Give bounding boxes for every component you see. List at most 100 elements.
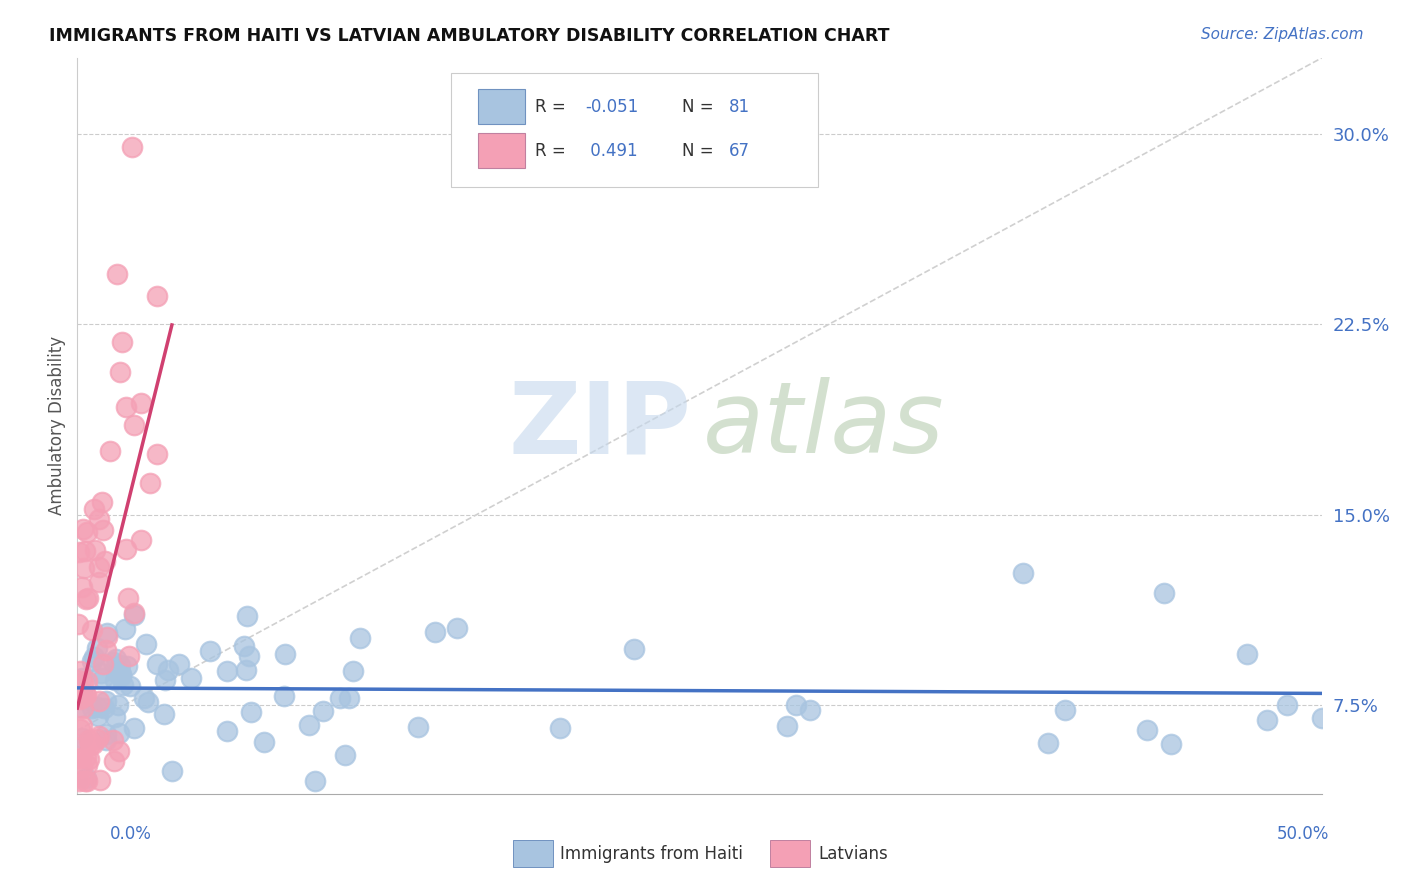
Point [75, 687, 97, 701]
Point [329, 691, 352, 706]
Point [73, 561, 96, 575]
Point [548, 721, 571, 735]
Point [108, 725, 131, 739]
Point [1053, 703, 1076, 717]
Point [135, 637, 157, 651]
Point [118, 648, 141, 663]
Point [120, 679, 142, 693]
Point [160, 764, 183, 778]
Point [86, 731, 108, 746]
Point [112, 678, 135, 692]
Point [69, 774, 91, 789]
Point [180, 671, 202, 685]
Point [80, 654, 103, 668]
Point [96, 626, 118, 640]
Point [70, 685, 93, 699]
Point [132, 690, 155, 705]
Point [776, 719, 799, 733]
Text: 50.0%: 50.0% [1277, 825, 1329, 843]
Text: Source: ZipAtlas.com: Source: ZipAtlas.com [1201, 27, 1364, 42]
Point [129, 533, 152, 548]
Point [94, 554, 117, 568]
FancyBboxPatch shape [450, 72, 818, 186]
Point [72, 690, 94, 705]
Point [121, 140, 143, 154]
Point [110, 657, 132, 672]
Point [298, 718, 321, 732]
Text: 0.491: 0.491 [585, 142, 638, 160]
Point [70, 671, 93, 685]
Point [110, 669, 132, 683]
Point [273, 689, 295, 703]
Point [94, 643, 117, 657]
Point [139, 476, 162, 491]
Point [406, 720, 429, 734]
Text: Immigrants from Haiti: Immigrants from Haiti [560, 845, 742, 863]
Point [103, 655, 125, 669]
Point [77, 732, 100, 747]
Point [75, 688, 97, 702]
Point [87, 708, 110, 723]
Point [75, 750, 97, 764]
Text: -0.051: -0.051 [585, 97, 638, 116]
Point [107, 698, 129, 713]
Point [90, 665, 112, 680]
Point [136, 695, 159, 709]
Point [91, 495, 114, 509]
Point [236, 609, 259, 624]
Point [304, 774, 326, 789]
Point [146, 289, 169, 303]
Point [146, 447, 169, 461]
Point [124, 607, 146, 622]
Point [1310, 711, 1333, 725]
Point [115, 542, 138, 557]
Point [115, 400, 138, 414]
Point [124, 606, 146, 620]
Point [239, 705, 262, 719]
Point [129, 396, 152, 410]
Point [75, 772, 97, 786]
Point [232, 640, 254, 654]
Point [79, 752, 101, 766]
Point [82, 701, 104, 715]
Point [86, 700, 108, 714]
Point [72, 522, 94, 536]
Point [89, 773, 111, 788]
Point [80, 623, 103, 637]
Text: Latvians: Latvians [818, 845, 889, 863]
Text: N =: N = [682, 97, 718, 116]
Point [67, 699, 90, 714]
Point [1160, 737, 1182, 751]
Point [72, 701, 94, 715]
Point [70, 751, 93, 765]
Point [342, 665, 364, 679]
Point [349, 631, 371, 645]
Point [799, 703, 821, 717]
Point [623, 641, 645, 656]
Text: ZIP: ZIP [509, 377, 692, 475]
Point [238, 648, 260, 663]
Point [253, 734, 276, 748]
Point [105, 666, 128, 681]
Point [83, 502, 105, 516]
Point [110, 365, 132, 379]
Point [93, 700, 115, 714]
Point [1275, 698, 1298, 712]
Point [77, 591, 100, 605]
Point [96, 694, 118, 708]
Point [1036, 736, 1059, 750]
Point [124, 418, 146, 433]
Point [87, 575, 110, 590]
Point [75, 774, 97, 789]
Y-axis label: Ambulatory Disability: Ambulatory Disability [48, 336, 66, 516]
Point [152, 706, 174, 721]
Point [91, 523, 114, 537]
Point [124, 721, 146, 735]
Point [72, 676, 94, 690]
Point [66, 616, 89, 631]
Point [198, 643, 221, 657]
Point [117, 591, 139, 605]
Point [785, 698, 807, 713]
Point [87, 729, 110, 743]
Point [167, 657, 190, 672]
